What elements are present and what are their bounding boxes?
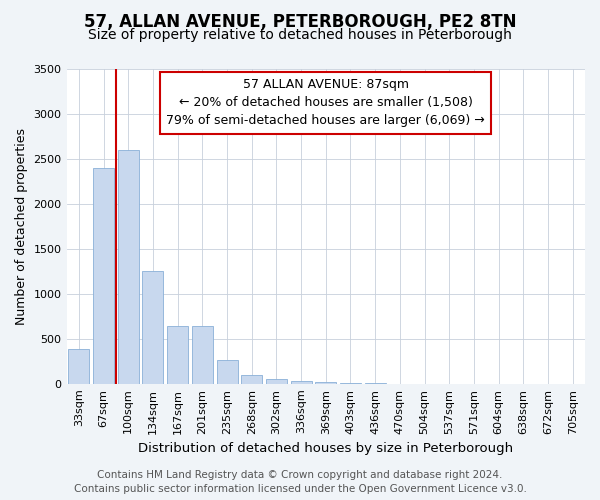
Y-axis label: Number of detached properties: Number of detached properties [15,128,28,325]
Bar [241,375,262,384]
Bar [142,272,163,384]
Bar [315,382,336,384]
Bar [167,326,188,384]
Bar [217,360,238,384]
Bar [118,150,139,384]
Bar [93,168,114,384]
Bar [266,380,287,384]
Text: Contains HM Land Registry data © Crown copyright and database right 2024.
Contai: Contains HM Land Registry data © Crown c… [74,470,526,494]
X-axis label: Distribution of detached houses by size in Peterborough: Distribution of detached houses by size … [138,442,514,455]
Text: 57 ALLAN AVENUE: 87sqm
← 20% of detached houses are smaller (1,508)
79% of semi-: 57 ALLAN AVENUE: 87sqm ← 20% of detached… [166,78,485,128]
Text: Size of property relative to detached houses in Peterborough: Size of property relative to detached ho… [88,28,512,42]
Bar [340,383,361,384]
Bar [192,326,213,384]
Bar [290,382,311,384]
Bar [68,348,89,384]
Text: 57, ALLAN AVENUE, PETERBOROUGH, PE2 8TN: 57, ALLAN AVENUE, PETERBOROUGH, PE2 8TN [84,12,516,30]
